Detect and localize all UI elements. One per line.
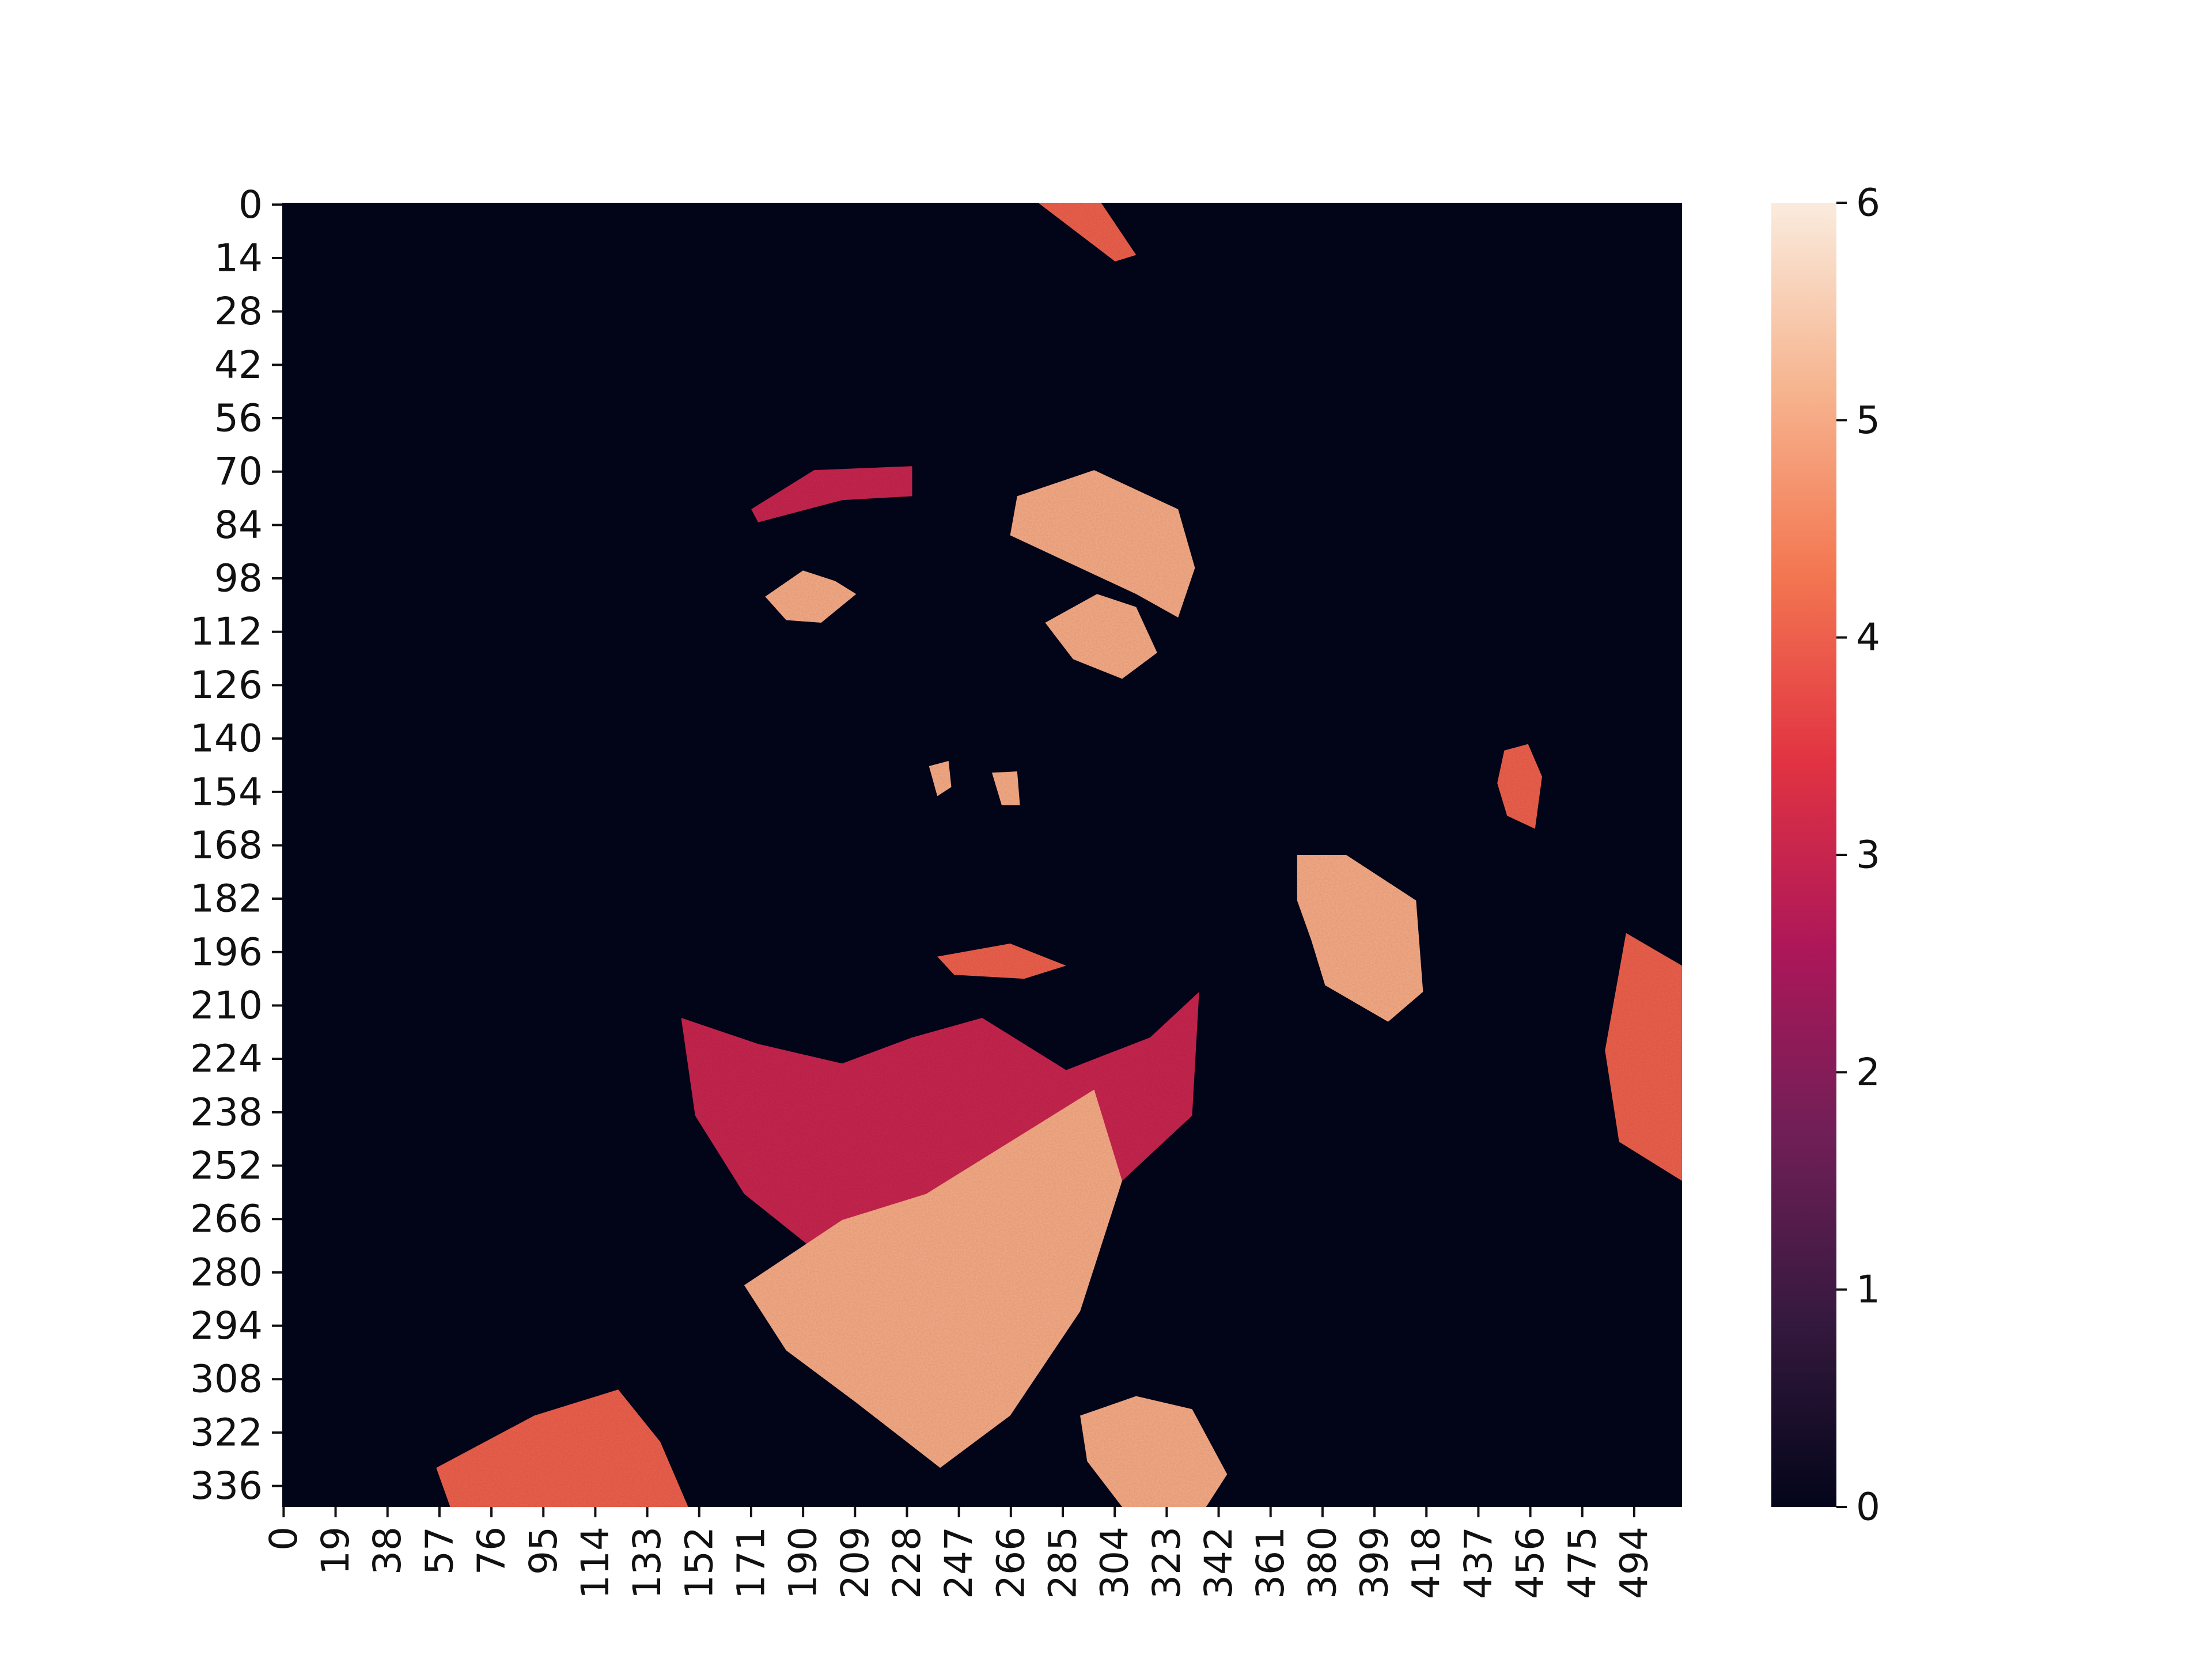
x-tick-label: 437: [1456, 1527, 1501, 1599]
y-tick-label: 252: [190, 1143, 263, 1188]
x-tick-label: 361: [1248, 1527, 1293, 1599]
y-tick-label: 168: [190, 823, 263, 868]
y-tick-label: 42: [214, 343, 263, 387]
colorbar-tick-label: 3: [1856, 833, 1880, 877]
y-tick-label: 280: [190, 1250, 263, 1294]
y-tick-label: 70: [214, 449, 263, 494]
x-tick-label: 247: [937, 1527, 981, 1599]
x-tick-label: 399: [1353, 1527, 1397, 1599]
y-tick-label: 56: [214, 396, 263, 441]
x-axis: 0 19 38 57 76 95 114 133 152 171 190 209 228 247 266 28…: [262, 1507, 1657, 1599]
heatmap-grain: [282, 203, 1682, 1507]
x-tick-label: 57: [417, 1527, 461, 1575]
heatmap-area: [282, 203, 1682, 1507]
y-tick-label: 154: [190, 770, 263, 814]
x-tick-label: 76: [469, 1527, 514, 1575]
colorbar-tick-label: 6: [1856, 181, 1880, 225]
x-tick-label: 418: [1404, 1527, 1449, 1599]
y-tick-label: 140: [190, 717, 263, 761]
x-tick-label: 152: [677, 1527, 721, 1599]
x-tick-label: 266: [988, 1527, 1033, 1599]
colorbar: 0 1 2 3 4 5 6: [1771, 181, 1880, 1529]
y-tick-label: 28: [214, 289, 263, 334]
x-tick-label: 114: [573, 1527, 618, 1599]
x-tick-label: 494: [1612, 1527, 1656, 1599]
x-tick-label: 171: [729, 1527, 773, 1599]
y-axis: 0 14 28 42 56 70 84 98 112 126 140 154 168 182 196 210 2…: [190, 183, 282, 1508]
y-tick-label: 112: [190, 609, 263, 654]
y-tick-label: 0: [238, 183, 263, 227]
x-tick-label: 456: [1508, 1527, 1552, 1599]
colorbar-gradient: [1771, 203, 1836, 1507]
colorbar-tick-label: 4: [1856, 615, 1880, 660]
x-tick-label: 190: [781, 1527, 825, 1599]
y-tick-label: 224: [190, 1037, 263, 1081]
x-tick-label: 323: [1145, 1527, 1189, 1599]
x-tick-label: 304: [1093, 1527, 1137, 1599]
x-tick-label: 0: [262, 1527, 306, 1551]
x-tick-label: 209: [833, 1527, 877, 1599]
x-tick-label: 475: [1560, 1527, 1604, 1599]
x-tick-label: 380: [1300, 1527, 1344, 1599]
colorbar-tick-label: 2: [1856, 1050, 1880, 1094]
colorbar-tick-label: 5: [1856, 398, 1880, 442]
y-tick-label: 308: [190, 1357, 263, 1402]
x-tick-label: 133: [625, 1527, 669, 1599]
x-tick-label: 38: [365, 1527, 410, 1575]
x-tick-label: 285: [1041, 1527, 1085, 1599]
y-tick-label: 238: [190, 1090, 263, 1134]
y-tick-label: 84: [214, 503, 263, 547]
y-tick-label: 294: [190, 1304, 263, 1348]
x-tick-label: 95: [521, 1527, 566, 1575]
y-tick-label: 196: [190, 930, 263, 974]
x-tick-label: 19: [313, 1527, 358, 1575]
y-tick-label: 210: [190, 983, 263, 1028]
x-tick-label: 228: [885, 1527, 929, 1599]
y-tick-label: 14: [214, 236, 263, 280]
y-tick-label: 322: [190, 1410, 263, 1455]
y-tick-label: 98: [214, 556, 263, 601]
y-tick-label: 182: [190, 877, 263, 921]
colorbar-tick-label: 1: [1856, 1267, 1880, 1312]
colorbar-tick-label: 0: [1856, 1485, 1880, 1529]
y-tick-label: 266: [190, 1197, 263, 1241]
colorbar-ticks: 0 1 2 3 4 5 6: [1836, 181, 1880, 1529]
y-tick-label: 126: [190, 663, 263, 707]
y-tick-label: 336: [190, 1464, 263, 1508]
x-tick-label: 342: [1196, 1527, 1241, 1599]
